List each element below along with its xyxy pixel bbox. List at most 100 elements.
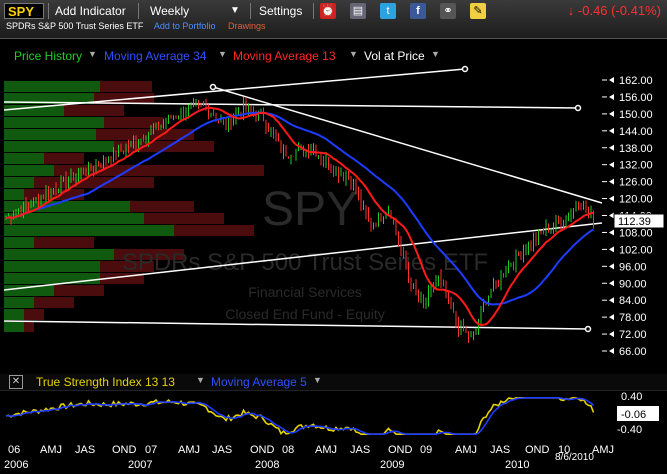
vap-bar-up: [4, 129, 96, 140]
year-label: 2010: [505, 459, 530, 471]
vap-bar-down: [144, 213, 224, 224]
vap-bar-down: [100, 81, 152, 92]
vap-bar-up: [4, 285, 54, 296]
vap-bar-down: [94, 93, 154, 104]
tick-arrow: [609, 212, 614, 219]
legend-ma13[interactable]: Moving Average 13: [233, 49, 336, 63]
trend-line[interactable]: [3, 222, 603, 291]
vap-bar-down: [54, 285, 104, 296]
year-label: 2008: [255, 459, 280, 471]
year-label: 2007: [128, 459, 153, 471]
legend-tsi[interactable]: True Strength Index 13 13: [36, 375, 175, 389]
vap-bar-up: [4, 117, 104, 128]
price-tick-label: 150.00: [619, 109, 653, 121]
tsi-last-value: -0.06: [621, 409, 646, 421]
month-label: OND: [525, 444, 550, 456]
vap-bar-up: [4, 225, 174, 236]
vap-bar-up: [4, 261, 100, 272]
trend-line[interactable]: [3, 101, 579, 109]
month-label: AMJ: [40, 444, 62, 456]
vap-bar-down: [54, 165, 264, 176]
vap-bar-up: [4, 237, 34, 248]
price-tick-label: 96.00: [619, 261, 647, 273]
separator: [313, 3, 314, 19]
chevron-down-icon[interactable]: ▼: [88, 49, 97, 59]
chevron-down-icon[interactable]: ▼: [349, 49, 358, 59]
legend-price-history[interactable]: Price History: [14, 49, 83, 63]
tick-arrow: [609, 280, 614, 287]
month-label: 08: [282, 444, 295, 456]
twitter-icon[interactable]: t: [380, 3, 396, 19]
legend-vol-at-price[interactable]: Vol at Price: [364, 49, 425, 63]
month-label: AMJ: [455, 444, 477, 456]
add-indicator-button[interactable]: Add Indicator: [55, 4, 126, 18]
sticky-note-icon[interactable]: ✎: [470, 3, 486, 19]
tsi-line: [5, 396, 595, 436]
watermark-name: SPDRs S&P 500 Trust Series ETF: [122, 249, 488, 276]
period-dropdown[interactable]: Weekly: [150, 4, 190, 18]
tick-arrow: [609, 331, 614, 338]
tick-arrow: [609, 110, 614, 117]
vap-bar-down: [24, 321, 34, 332]
chevron-down-icon[interactable]: ▼: [313, 375, 322, 385]
tick-arrow: [609, 297, 614, 304]
documents-icon[interactable]: ▤: [350, 3, 366, 19]
month-label: 06: [8, 444, 21, 456]
price-tick-label: 108.00: [619, 227, 653, 239]
trend-handle[interactable]: [584, 325, 592, 333]
vap-bar-down: [100, 273, 144, 284]
month-label: JAS: [212, 444, 233, 456]
trend-line[interactable]: [3, 320, 589, 330]
month-label: AMJ: [315, 444, 337, 456]
price-tick-label: 78.00: [619, 312, 647, 324]
trend-handle[interactable]: [209, 83, 217, 91]
tsi-ma-line: [5, 396, 595, 436]
month-label: 10: [558, 444, 571, 456]
vap-bar-down: [34, 237, 94, 248]
legend-tsi-ma[interactable]: Moving Average 5: [211, 375, 307, 389]
watermark-type: Closed End Fund - Equity: [225, 306, 385, 322]
price-bars: [5, 96, 594, 344]
price-change: ↓ -0.46 (-0.41%): [567, 3, 661, 18]
tick-arrow: [609, 246, 614, 253]
chevron-down-icon[interactable]: ▼: [431, 49, 440, 59]
tsi-axis-top: 0.40: [621, 391, 642, 403]
price-tick-label: 66.00: [619, 346, 647, 358]
trend-lines[interactable]: [3, 65, 603, 333]
settings-button[interactable]: Settings: [259, 4, 303, 18]
tick-arrow: [609, 144, 614, 151]
trend-handle[interactable]: [461, 65, 469, 73]
vap-bar-down: [96, 129, 194, 140]
trend-handle[interactable]: [574, 104, 582, 112]
chevron-down-icon[interactable]: ▼: [196, 375, 205, 385]
vap-bar-up: [4, 177, 34, 188]
vap-bar-down: [104, 117, 164, 128]
tsi-axis-bottom: -0.40: [617, 424, 642, 436]
watermark-symbol: SPY: [262, 183, 358, 236]
vap-bar-up: [4, 213, 144, 224]
price-chart[interactable]: SPY SPDRs S&P 500 Trust Series ETF Finan…: [0, 65, 667, 440]
drawings-link[interactable]: Drawings: [227, 21, 266, 31]
facebook-icon[interactable]: f: [410, 3, 426, 19]
separator: [48, 3, 49, 19]
price-tick-label: 90.00: [619, 278, 647, 290]
vap-bar-up: [4, 189, 24, 200]
binoculars-icon[interactable]: ⚭: [440, 3, 456, 19]
legend-ma34[interactable]: Moving Average 34: [104, 49, 207, 63]
vap-bar-down: [114, 141, 214, 152]
close-icon[interactable]: ✕: [9, 375, 23, 389]
trend-line[interactable]: [212, 86, 603, 204]
alarm-clock-icon[interactable]: ⏰: [320, 3, 336, 19]
ma34-line: [5, 111, 594, 306]
vap-bar-down: [100, 261, 154, 272]
month-label: AMJ: [592, 444, 614, 456]
price-tick-label: 84.00: [619, 295, 647, 307]
toolbar: SPY Add Indicator Weekly ▼ Settings ⏰ ▤ …: [0, 0, 667, 39]
tick-arrow: [609, 195, 614, 202]
month-label: OND: [250, 444, 275, 456]
chevron-down-icon[interactable]: ▼: [230, 5, 240, 16]
symbol-input[interactable]: SPY: [4, 3, 44, 19]
chevron-down-icon[interactable]: ▼: [218, 49, 227, 59]
tick-arrow: [609, 93, 614, 100]
add-to-portfolio-link[interactable]: Add to Portfolio: [153, 21, 216, 31]
